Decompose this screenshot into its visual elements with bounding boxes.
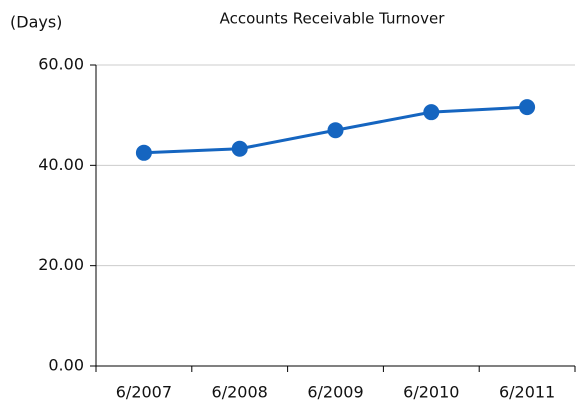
- data-point: [519, 99, 536, 116]
- data-point: [423, 104, 440, 121]
- data-point: [135, 144, 152, 161]
- data-point: [327, 122, 344, 139]
- y-tick-label: 0.00: [48, 356, 84, 375]
- chart-title: Accounts Receivable Turnover: [220, 10, 446, 28]
- x-tick-label: 6/2009: [307, 383, 363, 402]
- y-axis-label: (Days): [10, 13, 62, 32]
- y-tick-label: 40.00: [38, 155, 84, 174]
- x-tick-label: 6/2011: [499, 383, 555, 402]
- data-point: [231, 140, 248, 157]
- x-tick-label: 6/2007: [116, 383, 172, 402]
- y-tick-label: 20.00: [38, 255, 84, 274]
- y-tick-label: 60.00: [38, 55, 84, 74]
- x-tick-label: 6/2008: [212, 383, 268, 402]
- x-tick-label: 6/2010: [403, 383, 459, 402]
